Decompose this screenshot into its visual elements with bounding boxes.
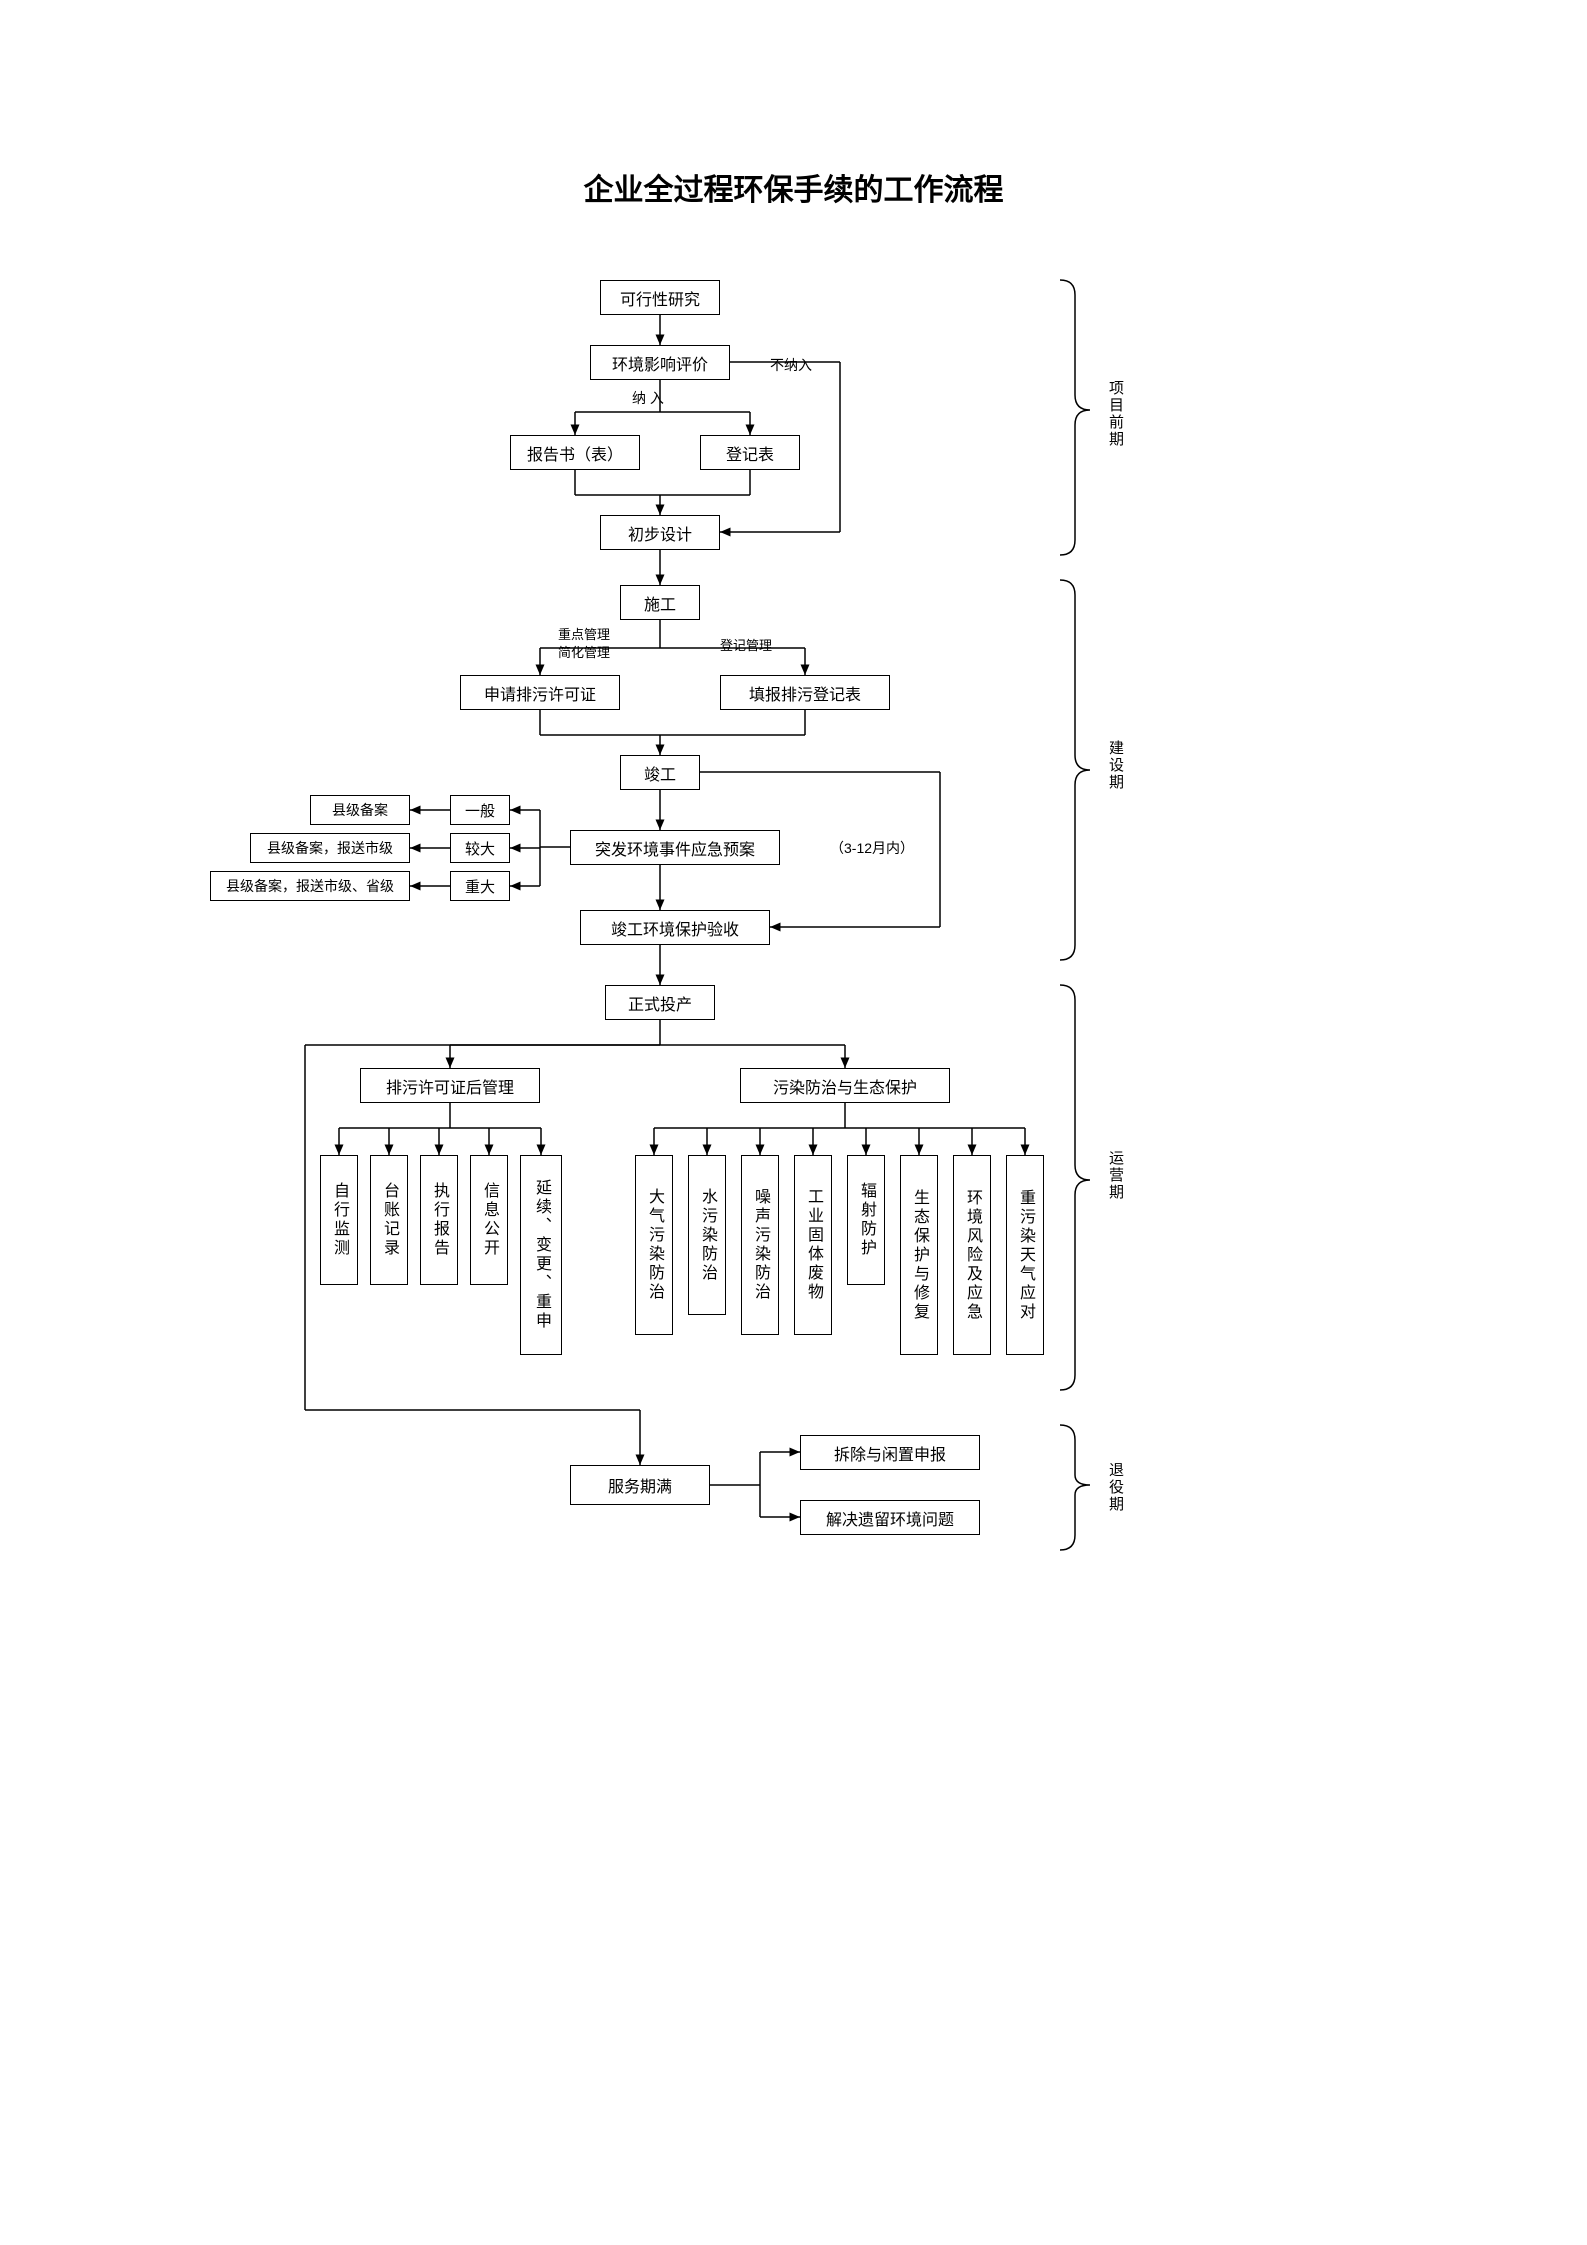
sub-air: 大气污染防治 [635, 1155, 673, 1335]
node-register-form: 登记表 [700, 435, 800, 470]
node-permit-mgmt: 排污许可证后管理 [360, 1068, 540, 1103]
sub-heavy-pollution: 重污染天气应对 [1006, 1155, 1044, 1355]
node-pollution-control: 污染防治与生态保护 [740, 1068, 950, 1103]
node-production: 正式投产 [605, 985, 715, 1020]
node-emergency-plan: 突发环境事件应急预案 [570, 830, 780, 865]
node-construction: 施工 [620, 585, 700, 620]
label-register-mgmt: 登记管理 [720, 635, 772, 654]
level-major: 重大 [450, 871, 510, 901]
level-general: 一般 [450, 795, 510, 825]
node-acceptance: 竣工环境保护验收 [580, 910, 770, 945]
node-feasibility: 可行性研究 [600, 280, 720, 315]
sub-ecology: 生态保护与修复 [900, 1155, 938, 1355]
label-3-12-months: （3-12月内） [830, 838, 914, 858]
node-service-end: 服务期满 [570, 1465, 710, 1505]
node-apply-permit: 申请排污许可证 [460, 675, 620, 710]
label-not-included: 不纳入 [770, 355, 812, 375]
connector-lines [0, 0, 1587, 2245]
node-legacy-issues: 解决遗留环境问题 [800, 1500, 980, 1535]
phase-label-2: 建设期 [1105, 740, 1126, 791]
phase-label-4: 退役期 [1105, 1462, 1126, 1513]
label-simple-mgmt: 简化管理 [558, 642, 610, 661]
node-preliminary-design: 初步设计 [600, 515, 720, 550]
sub-solid-waste: 工业固体废物 [794, 1155, 832, 1335]
sub-exec-report: 执行报告 [420, 1155, 458, 1285]
phase-label-3: 运营期 [1105, 1150, 1126, 1201]
sub-self-monitor: 自行监测 [320, 1155, 358, 1285]
sub-renew: 延续、变更、重申 [520, 1155, 562, 1355]
sub-radiation: 辐射防护 [847, 1155, 885, 1285]
node-report: 报告书（表） [510, 435, 640, 470]
sub-noise: 噪声污染防治 [741, 1155, 779, 1335]
label-key-mgmt: 重点管理 [558, 624, 610, 643]
node-demolition: 拆除与闲置申报 [800, 1435, 980, 1470]
sub-water: 水污染防治 [688, 1155, 726, 1315]
filing-county-city: 县级备案，报送市级 [250, 833, 410, 863]
level-larger: 较大 [450, 833, 510, 863]
sub-info-disclosure: 信息公开 [470, 1155, 508, 1285]
node-completion: 竣工 [620, 755, 700, 790]
sub-risk: 环境风险及应急 [953, 1155, 991, 1355]
page: 企业全过程环保手续的工作流程 可行性研究 环境影响评价 报告书（表） 登记表 初… [0, 0, 1587, 2245]
label-included: 纳 入 [632, 388, 664, 408]
node-eia: 环境影响评价 [590, 345, 730, 380]
phase-label-1: 项目前期 [1105, 380, 1126, 448]
sub-ledger: 台账记录 [370, 1155, 408, 1285]
filing-county-city-province: 县级备案，报送市级、省级 [210, 871, 410, 901]
page-title: 企业全过程环保手续的工作流程 [0, 165, 1587, 209]
node-fill-pollution-register: 填报排污登记表 [720, 675, 890, 710]
filing-county: 县级备案 [310, 795, 410, 825]
